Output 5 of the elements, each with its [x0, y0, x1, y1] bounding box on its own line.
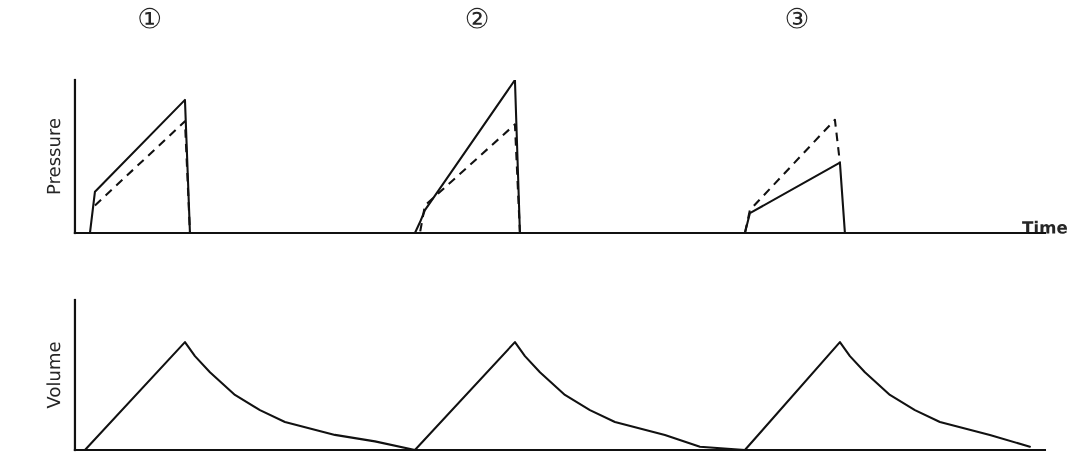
- text: ③: [786, 7, 808, 29]
- text: ②: [466, 7, 488, 29]
- y-axis-title: Pressure: [46, 118, 61, 194]
- y-axis-title: Volume: [46, 342, 61, 409]
- text: ①: [139, 7, 161, 29]
